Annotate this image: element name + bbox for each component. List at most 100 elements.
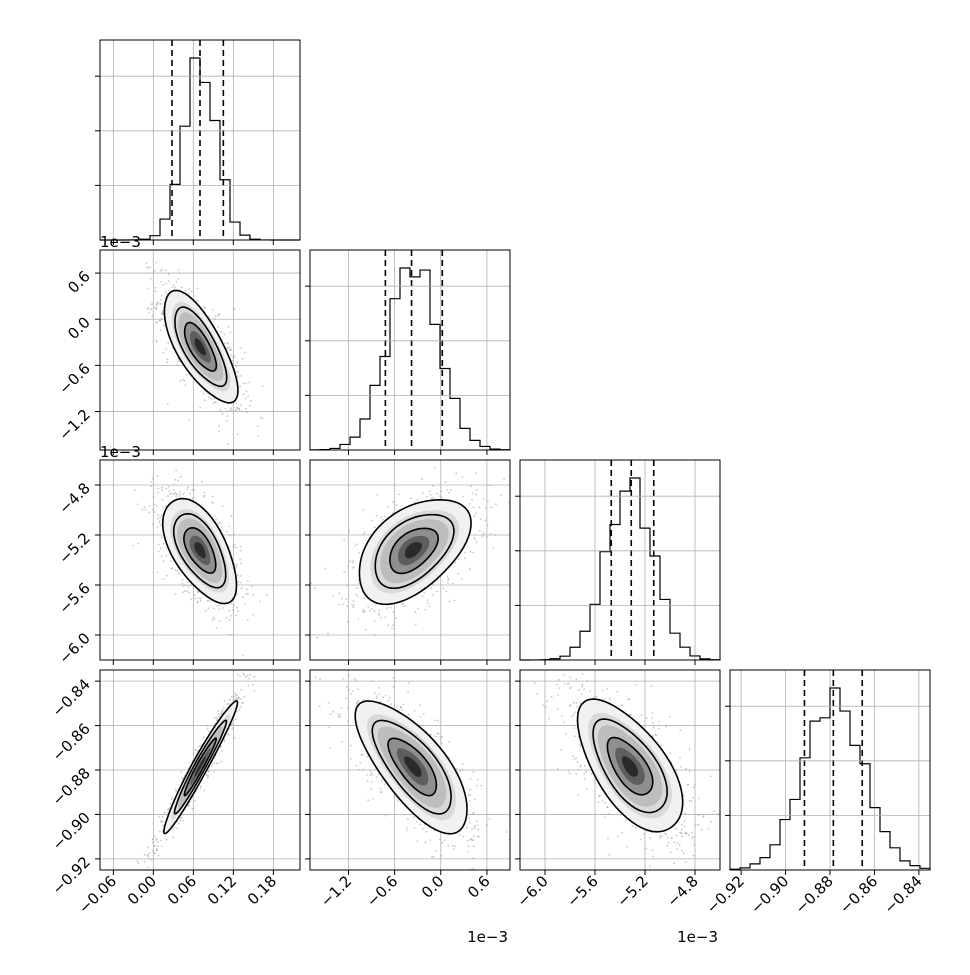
sample-point (190, 599, 192, 601)
sample-point (179, 495, 181, 497)
sample-point (221, 711, 223, 713)
sample-point (447, 845, 449, 847)
sample-point (194, 800, 196, 802)
sample-point (239, 347, 241, 349)
sample-point (381, 780, 383, 782)
sample-point (422, 596, 424, 598)
sample-point (472, 552, 474, 554)
sample-point (134, 489, 136, 491)
sample-point (190, 585, 192, 587)
sample-point (152, 478, 154, 480)
sample-point (217, 523, 219, 525)
sample-point (236, 564, 238, 566)
sample-point (244, 352, 246, 354)
sample-point (182, 585, 184, 587)
sample-point (653, 726, 655, 728)
x-tick-label: −0.6 (363, 872, 401, 910)
sample-point (426, 496, 428, 498)
sample-point (442, 588, 444, 590)
sample-point (371, 520, 373, 522)
sample-point (247, 593, 249, 595)
sample-point (468, 817, 470, 819)
sample-point (173, 484, 175, 486)
sample-point (483, 498, 485, 500)
sample-point (187, 487, 189, 489)
sample-point (396, 706, 398, 708)
sample-point (347, 707, 349, 709)
sample-point (193, 489, 195, 491)
sample-point (459, 770, 461, 772)
sample-point (240, 698, 242, 700)
sample-point (327, 633, 329, 635)
sample-point (207, 607, 209, 609)
sample-point (223, 333, 225, 335)
sample-point (242, 673, 244, 675)
sample-point (476, 489, 478, 491)
sample-point (203, 790, 205, 792)
sample-point (163, 812, 165, 814)
sample-point (396, 504, 398, 506)
sample-point (155, 287, 157, 289)
sample-point (176, 493, 178, 495)
sample-point (410, 497, 412, 499)
sample-point (358, 552, 360, 554)
sample-point (239, 559, 241, 561)
x-tick-label: −1.2 (317, 872, 355, 910)
sample-point (148, 852, 150, 854)
sample-point (506, 831, 508, 833)
sample-point (419, 823, 421, 825)
sample-point (236, 711, 238, 713)
sample-point (652, 722, 654, 724)
sample-point (596, 696, 598, 698)
sample-point (363, 699, 365, 701)
sample-point (245, 408, 247, 410)
sample-point (431, 497, 433, 499)
sample-point (388, 625, 390, 627)
sample-point (150, 278, 152, 280)
sample-point (266, 594, 268, 596)
sample-point (473, 771, 475, 773)
sample-point (213, 608, 215, 610)
sample-point (346, 584, 348, 586)
sample-point (490, 507, 492, 509)
sample-point (154, 835, 156, 837)
sample-point (236, 566, 238, 568)
sample-point (431, 587, 433, 589)
sample-point (427, 599, 429, 601)
sample-point (464, 552, 466, 554)
sample-point (480, 519, 482, 521)
sample-point (252, 594, 254, 596)
sample-point (260, 417, 262, 419)
sample-point (191, 290, 193, 292)
sample-point (314, 588, 316, 590)
sample-point (215, 402, 217, 404)
sample-point (408, 714, 410, 716)
sample-point (243, 674, 245, 676)
sample-point (247, 685, 249, 687)
sample-point (493, 547, 495, 549)
sample-point (176, 570, 178, 572)
sample-point (247, 675, 249, 677)
sample-point (227, 342, 229, 344)
density-layer (132, 469, 268, 656)
sample-point (246, 391, 248, 393)
sample-point (213, 616, 215, 618)
sample-point (487, 524, 489, 526)
sample-point (154, 504, 156, 506)
sample-point (237, 376, 239, 378)
sample-point (404, 605, 406, 607)
sample-point (172, 829, 174, 831)
sample-point (240, 689, 242, 691)
sample-point (225, 408, 227, 410)
sample-point (370, 788, 372, 790)
sample-point (247, 580, 249, 582)
sample-point (569, 773, 571, 775)
sample-point (230, 331, 232, 333)
sample-point (244, 603, 246, 605)
sample-point (617, 836, 619, 838)
sample-point (363, 611, 365, 613)
sample-point (458, 558, 460, 560)
sample-point (234, 544, 236, 546)
sample-point (330, 713, 332, 715)
